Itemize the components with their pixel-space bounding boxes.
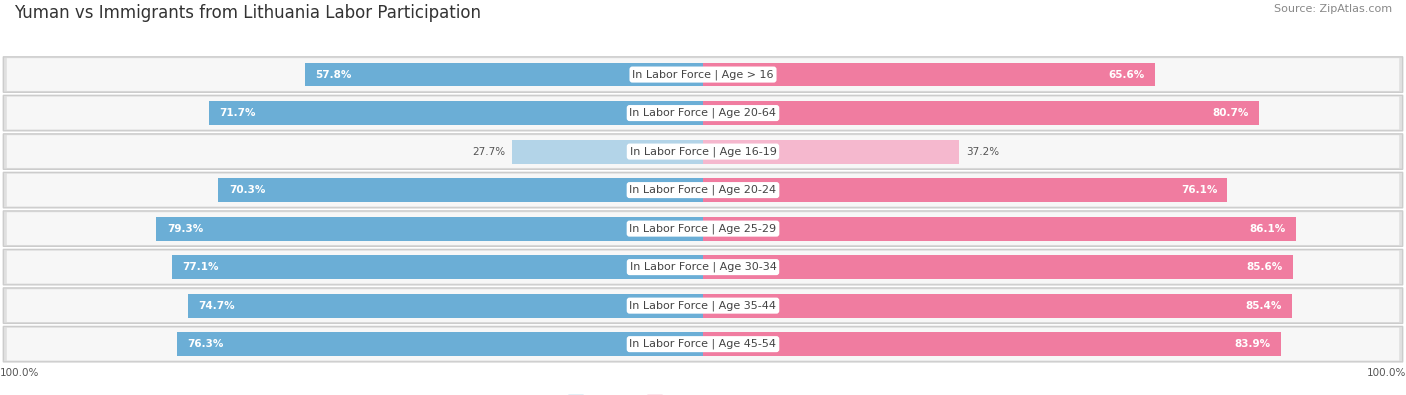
FancyBboxPatch shape: [7, 58, 1399, 91]
Text: In Labor Force | Age 25-29: In Labor Force | Age 25-29: [630, 223, 776, 234]
Bar: [305, 63, 703, 87]
Bar: [703, 101, 1260, 125]
Text: 100.0%: 100.0%: [1367, 368, 1406, 378]
Text: In Labor Force | Age > 16: In Labor Force | Age > 16: [633, 69, 773, 80]
FancyBboxPatch shape: [7, 251, 1399, 284]
Text: 76.3%: 76.3%: [187, 339, 224, 349]
Text: In Labor Force | Age 16-19: In Labor Force | Age 16-19: [630, 146, 776, 157]
Text: 100.0%: 100.0%: [0, 368, 39, 378]
FancyBboxPatch shape: [3, 57, 1403, 92]
Bar: [512, 140, 703, 164]
Bar: [703, 217, 1296, 241]
Bar: [703, 294, 1292, 318]
Text: 80.7%: 80.7%: [1212, 108, 1249, 118]
Text: 77.1%: 77.1%: [181, 262, 218, 272]
Text: 76.1%: 76.1%: [1181, 185, 1218, 195]
Text: Source: ZipAtlas.com: Source: ZipAtlas.com: [1274, 4, 1392, 14]
Text: In Labor Force | Age 45-54: In Labor Force | Age 45-54: [630, 339, 776, 350]
FancyBboxPatch shape: [3, 326, 1403, 362]
Text: In Labor Force | Age 20-24: In Labor Force | Age 20-24: [630, 185, 776, 196]
FancyBboxPatch shape: [3, 172, 1403, 208]
Text: 86.1%: 86.1%: [1250, 224, 1286, 233]
Text: 85.4%: 85.4%: [1244, 301, 1281, 310]
Text: 71.7%: 71.7%: [219, 108, 256, 118]
FancyBboxPatch shape: [7, 328, 1399, 361]
Bar: [218, 178, 703, 202]
FancyBboxPatch shape: [3, 211, 1403, 246]
Text: 70.3%: 70.3%: [229, 185, 266, 195]
Bar: [172, 255, 703, 279]
FancyBboxPatch shape: [7, 97, 1399, 130]
Bar: [703, 140, 959, 164]
FancyBboxPatch shape: [3, 134, 1403, 169]
FancyBboxPatch shape: [7, 212, 1399, 245]
Text: 83.9%: 83.9%: [1234, 339, 1271, 349]
Text: 27.7%: 27.7%: [472, 147, 505, 156]
Legend: Yuman, Immigrants from Lithuania: Yuman, Immigrants from Lithuania: [562, 389, 844, 395]
Text: 79.3%: 79.3%: [167, 224, 202, 233]
Text: 65.6%: 65.6%: [1108, 70, 1144, 79]
Bar: [703, 332, 1281, 356]
Text: In Labor Force | Age 35-44: In Labor Force | Age 35-44: [630, 300, 776, 311]
FancyBboxPatch shape: [7, 135, 1399, 168]
Bar: [703, 255, 1294, 279]
FancyBboxPatch shape: [7, 289, 1399, 322]
Bar: [156, 217, 703, 241]
Text: 57.8%: 57.8%: [315, 70, 352, 79]
Bar: [209, 101, 703, 125]
Bar: [177, 332, 703, 356]
Text: 85.6%: 85.6%: [1246, 262, 1282, 272]
Text: Yuman vs Immigrants from Lithuania Labor Participation: Yuman vs Immigrants from Lithuania Labor…: [14, 4, 481, 22]
Bar: [703, 178, 1227, 202]
FancyBboxPatch shape: [7, 174, 1399, 207]
Text: 74.7%: 74.7%: [198, 301, 235, 310]
Text: In Labor Force | Age 20-64: In Labor Force | Age 20-64: [630, 108, 776, 118]
FancyBboxPatch shape: [3, 288, 1403, 324]
Bar: [188, 294, 703, 318]
FancyBboxPatch shape: [3, 95, 1403, 131]
Text: 37.2%: 37.2%: [966, 147, 1000, 156]
FancyBboxPatch shape: [3, 249, 1403, 285]
Text: In Labor Force | Age 30-34: In Labor Force | Age 30-34: [630, 262, 776, 273]
Bar: [703, 63, 1156, 87]
